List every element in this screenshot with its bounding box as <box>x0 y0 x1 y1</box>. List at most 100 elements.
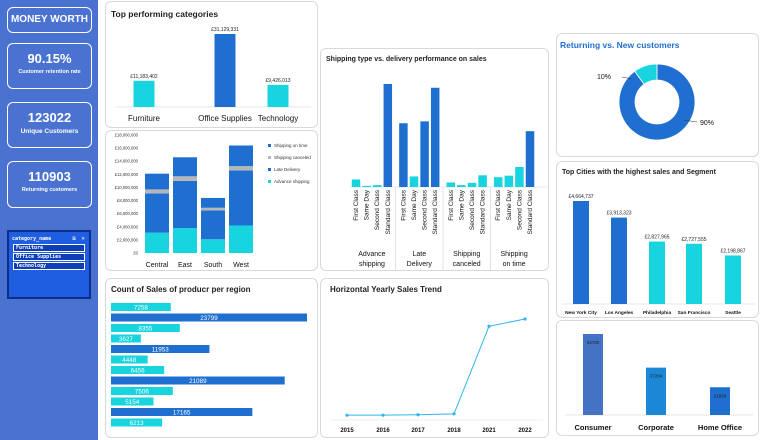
brand-logo: MONEY WORTH <box>7 7 92 33</box>
panel-region-stacked: £0 £2,000,000 £4,000,000 £6,000,000 £8,000,0… <box>105 130 318 271</box>
bar <box>493 177 503 187</box>
leader-line <box>621 76 633 80</box>
slicer-header: category_name ≋ ✕ <box>11 234 87 243</box>
trend-line <box>347 318 526 416</box>
group-label-line2: canceled <box>453 261 481 268</box>
bar <box>133 80 155 107</box>
y-tick-label: £16,000,000 <box>115 146 139 151</box>
category-label: South <box>204 262 222 269</box>
bar <box>111 313 307 322</box>
category-label: Standard Class <box>432 189 439 234</box>
shipping-chart: First Class Same Day Second Class Standard … <box>349 84 547 270</box>
y-tick-label: £14,000,000 <box>115 159 139 164</box>
data-label: 17165 <box>173 409 191 416</box>
legend-swatch <box>268 180 271 183</box>
trend-point <box>345 413 349 417</box>
y-tick-label: £12,000,000 <box>115 172 139 177</box>
bar <box>362 185 371 187</box>
bar <box>399 123 408 187</box>
bar <box>710 387 730 415</box>
group-label-line2: Delivery <box>407 261 433 268</box>
trend-chart: 2015 2016 2017 2018 2021 2022 <box>331 317 543 434</box>
legend-label: Late Delivery <box>274 167 301 172</box>
kpi-value: 90.15% <box>27 51 72 66</box>
bar <box>573 201 589 304</box>
stack-segment <box>145 189 169 194</box>
panel-title: Shipping type vs. delivery performance o… <box>326 56 487 63</box>
category-label: Same Day <box>506 189 513 220</box>
donut-chart: 90% 10% <box>597 63 714 141</box>
panel-segments: 63780 Consumer 37284 Corporate 21838 Home Off… <box>556 320 759 436</box>
data-label: £11,183,402 <box>130 74 158 80</box>
bar <box>478 175 487 187</box>
stack-segment <box>229 145 253 167</box>
bar <box>111 355 148 364</box>
slicer-item-office-supplies[interactable]: Office Supplies <box>13 253 85 261</box>
trend-point <box>487 324 491 328</box>
y-tick-label: £18,000,000 <box>115 133 139 138</box>
group-label: Shipping <box>500 251 527 258</box>
legend-label: Advance shipping <box>274 179 310 184</box>
bar <box>467 182 477 187</box>
data-label: 21089 <box>189 378 207 385</box>
data-label: 3627 <box>119 336 134 343</box>
category-label: Consumer <box>574 423 611 432</box>
panel-top-categories: Top performing categories £11,183,402 Fur… <box>105 1 318 128</box>
category-slicer[interactable]: category_name ≋ ✕ Furniture Office Suppl… <box>7 230 91 299</box>
stack-segment <box>201 197 225 208</box>
x-tick-label: 2022 <box>518 428 532 434</box>
stack-segment <box>201 210 225 240</box>
stack-segment <box>145 232 169 253</box>
stack-segment <box>229 166 253 171</box>
category-label: Philadelphia <box>643 310 672 316</box>
stack-segment <box>173 228 197 253</box>
data-label: 11953 <box>152 346 170 353</box>
stack-segment <box>201 207 225 211</box>
slicer-item-technology[interactable]: Technology <box>13 262 85 270</box>
data-label: 6456 <box>131 367 146 374</box>
panel-title: Top Cities with the highest sales and Se… <box>562 169 716 176</box>
legend-label: Shipping canceled <box>274 155 311 160</box>
x-tick-label: 2017 <box>411 428 425 434</box>
stack-segment <box>145 173 169 190</box>
y-tick-label: £10,000,000 <box>115 185 139 190</box>
category-label: Second Class <box>516 189 523 230</box>
slice-label: 90% <box>700 120 714 127</box>
kpi-card-retention: 90.15% Customer retention rate <box>7 43 92 89</box>
bar <box>111 334 141 343</box>
data-label: 6213 <box>130 420 145 427</box>
trend-point <box>416 413 420 417</box>
data-label: £9,426,013 <box>265 78 290 84</box>
category-label: Second Class <box>374 189 381 230</box>
bar <box>611 217 627 304</box>
x-tick-label: 2015 <box>340 428 354 434</box>
slicer-item-furniture[interactable]: Furniture <box>13 244 85 252</box>
y-tick-label: £8,000,000 <box>117 198 139 203</box>
kpi-label: Returning customers <box>21 187 78 193</box>
category-label: Same Day <box>364 189 371 220</box>
bar <box>267 84 289 107</box>
data-label: 5154 <box>125 399 140 406</box>
group-label: Shipping <box>453 251 480 258</box>
category-label: Office Supplies <box>198 114 252 123</box>
category-label: Technology <box>258 114 298 123</box>
legend-label: Shipping on time <box>274 143 308 148</box>
panel-title: Count of Sales of producr per region <box>111 285 251 294</box>
leader-line <box>683 119 698 123</box>
category-label: Corporate <box>638 423 674 432</box>
category-label: Standard Class <box>480 189 487 234</box>
bar <box>525 131 535 187</box>
category-label: Central <box>146 262 169 269</box>
panel-title: Horizontal Yearly Sales Trend <box>330 285 442 294</box>
slicer-controls-icon[interactable]: ≋ ✕ <box>72 235 86 242</box>
category-label: Second Class <box>422 189 429 230</box>
bar <box>686 243 702 304</box>
bar <box>420 121 429 187</box>
bar <box>383 84 393 187</box>
category-label: Same Day <box>458 189 465 220</box>
data-label: 7258 <box>134 304 149 311</box>
y-tick-label: £0 <box>133 251 138 256</box>
panel-title: Top performing categories <box>111 9 219 19</box>
stack-segment <box>229 225 253 253</box>
category-label: Same Day <box>411 189 418 220</box>
